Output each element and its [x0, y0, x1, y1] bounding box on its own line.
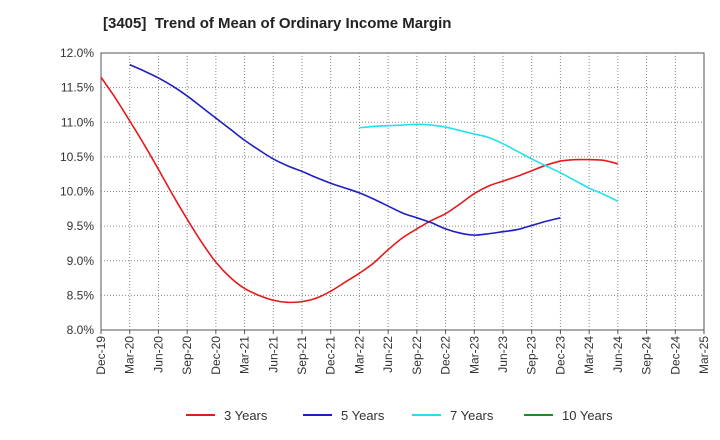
x-tick-label: Dec-20	[209, 336, 223, 375]
x-tick-label: Sep-23	[525, 336, 539, 375]
y-tick-label: 12.0%	[60, 46, 94, 60]
x-tick-label: Dec-23	[553, 336, 567, 375]
x-tick-label: Jun-22	[381, 336, 395, 373]
legend-label-10-years: 10 Years	[562, 408, 613, 423]
x-tick-label: Dec-19	[94, 336, 108, 375]
x-tick-label: Dec-22	[439, 336, 453, 375]
legend-label-5-years: 5 Years	[341, 408, 385, 423]
y-tick-label: 11.0%	[61, 115, 94, 129]
x-tick-label: Mar-25	[697, 336, 711, 374]
y-tick-label: 9.0%	[67, 254, 95, 268]
x-tick-label: Sep-21	[295, 336, 309, 375]
legend-label-3-years: 3 Years	[224, 408, 268, 423]
x-tick-label: Sep-22	[410, 336, 424, 375]
y-tick-label: 11.5%	[61, 81, 94, 95]
x-tick-label: Sep-24	[640, 336, 654, 375]
x-tick-label: Mar-24	[582, 336, 596, 374]
x-tick-label: Mar-20	[123, 336, 137, 374]
x-tick-label: Mar-21	[238, 336, 252, 374]
series-line-5-years	[129, 64, 561, 236]
series-line-7-years	[359, 123, 619, 202]
x-tick-label: Jun-23	[496, 336, 510, 373]
y-tick-label: 8.0%	[67, 323, 95, 337]
x-tick-label: Jun-20	[151, 336, 165, 373]
x-tick-label: Mar-23	[467, 336, 481, 374]
x-tick-label: Dec-24	[668, 336, 682, 375]
plot-area	[100, 52, 705, 331]
y-tick-label: 10.0%	[60, 185, 94, 199]
x-tick-label: Dec-21	[324, 336, 338, 375]
y-tick-label: 10.5%	[60, 150, 94, 164]
x-tick-label: Mar-22	[352, 336, 366, 374]
chart-title: [3405] Trend of Mean of Ordinary Income …	[103, 15, 452, 32]
x-tick-label: Jun-24	[611, 336, 625, 373]
y-tick-label: 9.5%	[67, 219, 95, 233]
y-tick-label: 8.5%	[67, 288, 95, 302]
series-line-3-years	[100, 76, 619, 304]
x-tick-label: Jun-21	[266, 336, 280, 373]
x-tick-label: Sep-20	[180, 336, 194, 375]
legend-label-7-years: 7 Years	[450, 408, 494, 423]
